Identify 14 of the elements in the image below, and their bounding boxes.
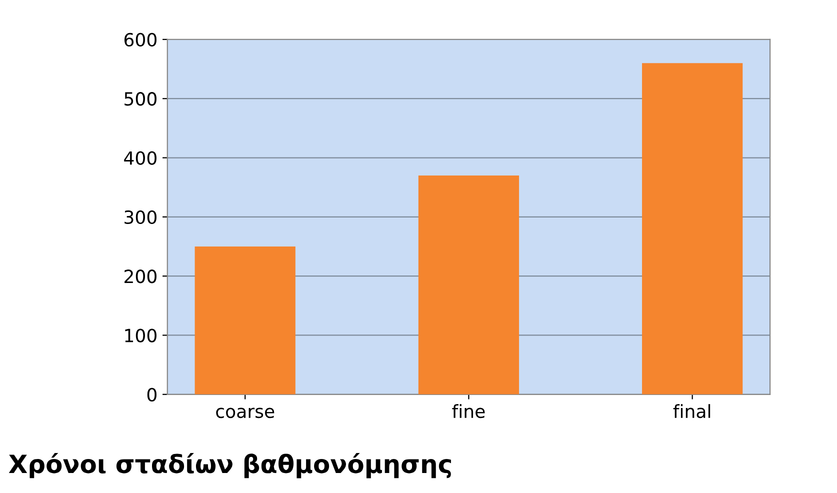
y-tick-label: 200 [124, 270, 156, 284]
bar [194, 246, 296, 394]
y-tick-label: 100 [125, 328, 156, 342]
bar [418, 176, 520, 394]
x-tick-label: coarse [216, 408, 274, 418]
x-tick-label: final [673, 404, 710, 418]
bar [642, 63, 743, 394]
y-tick-label: 300 [124, 210, 156, 224]
y-tick-label: 400 [124, 151, 156, 165]
x-tick-label: fine [452, 404, 485, 418]
y-tick-label: 0 [147, 388, 156, 402]
y-tick-label: 600 [124, 32, 156, 47]
text: Χρόνοι σταδίων βαθμονόμησης [8, 452, 451, 478]
y-tick-label: 500 [124, 92, 156, 106]
